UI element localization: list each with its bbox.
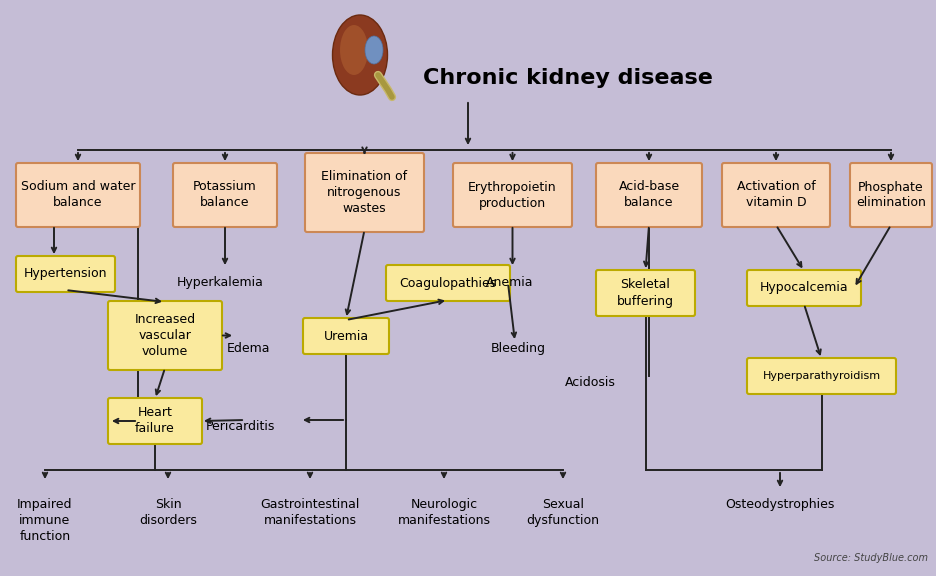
Text: Hypocalcemia: Hypocalcemia: [760, 282, 848, 294]
FancyBboxPatch shape: [722, 163, 830, 227]
Text: Acidosis: Acidosis: [564, 376, 616, 389]
Text: Pericarditis: Pericarditis: [205, 420, 274, 433]
FancyBboxPatch shape: [16, 256, 115, 292]
Ellipse shape: [365, 36, 383, 64]
Text: Hypertension: Hypertension: [23, 267, 108, 281]
Text: Anemia: Anemia: [486, 276, 534, 289]
Text: Skin
disorders: Skin disorders: [139, 498, 197, 527]
FancyBboxPatch shape: [747, 270, 861, 306]
Text: Edema: Edema: [227, 342, 270, 355]
FancyBboxPatch shape: [747, 358, 896, 394]
Text: Sodium and water
balance: Sodium and water balance: [21, 180, 135, 210]
Text: Sexual
dysfunction: Sexual dysfunction: [527, 498, 599, 527]
Text: Skeletal
buffering: Skeletal buffering: [617, 279, 674, 308]
Text: Activation of
vitamin D: Activation of vitamin D: [737, 180, 815, 210]
Text: Phosphate
elimination: Phosphate elimination: [856, 180, 926, 210]
FancyBboxPatch shape: [596, 270, 695, 316]
Text: Source: StudyBlue.com: Source: StudyBlue.com: [814, 553, 928, 563]
Text: Bleeding: Bleeding: [490, 342, 546, 355]
FancyBboxPatch shape: [173, 163, 277, 227]
Text: Acid-base
balance: Acid-base balance: [619, 180, 680, 210]
Text: Hyperkalemia: Hyperkalemia: [177, 276, 263, 289]
FancyBboxPatch shape: [850, 163, 932, 227]
Text: Erythropoietin
production: Erythropoietin production: [468, 180, 557, 210]
Text: Osteodystrophies: Osteodystrophies: [725, 498, 835, 511]
Text: Chronic kidney disease: Chronic kidney disease: [423, 68, 713, 88]
FancyBboxPatch shape: [305, 153, 424, 232]
Text: Gastrointestinal
manifestations: Gastrointestinal manifestations: [260, 498, 359, 527]
FancyBboxPatch shape: [16, 163, 140, 227]
Text: Elimination of
nitrogenous
wastes: Elimination of nitrogenous wastes: [321, 170, 407, 215]
FancyBboxPatch shape: [386, 265, 510, 301]
Text: Increased
vascular
volume: Increased vascular volume: [135, 313, 196, 358]
Text: Uremia: Uremia: [324, 329, 369, 343]
Text: Hyperparathyroidism: Hyperparathyroidism: [763, 371, 881, 381]
Text: Impaired
immune
function: Impaired immune function: [17, 498, 73, 543]
Text: Coagulopathies: Coagulopathies: [400, 276, 497, 290]
Text: Heart
failure: Heart failure: [135, 407, 175, 435]
FancyBboxPatch shape: [596, 163, 702, 227]
FancyBboxPatch shape: [303, 318, 389, 354]
Text: Neurologic
manifestations: Neurologic manifestations: [398, 498, 490, 527]
Ellipse shape: [340, 25, 368, 75]
Text: Potassium
balance: Potassium balance: [193, 180, 256, 210]
Ellipse shape: [332, 15, 388, 95]
FancyBboxPatch shape: [108, 301, 222, 370]
FancyBboxPatch shape: [108, 398, 202, 444]
FancyBboxPatch shape: [453, 163, 572, 227]
